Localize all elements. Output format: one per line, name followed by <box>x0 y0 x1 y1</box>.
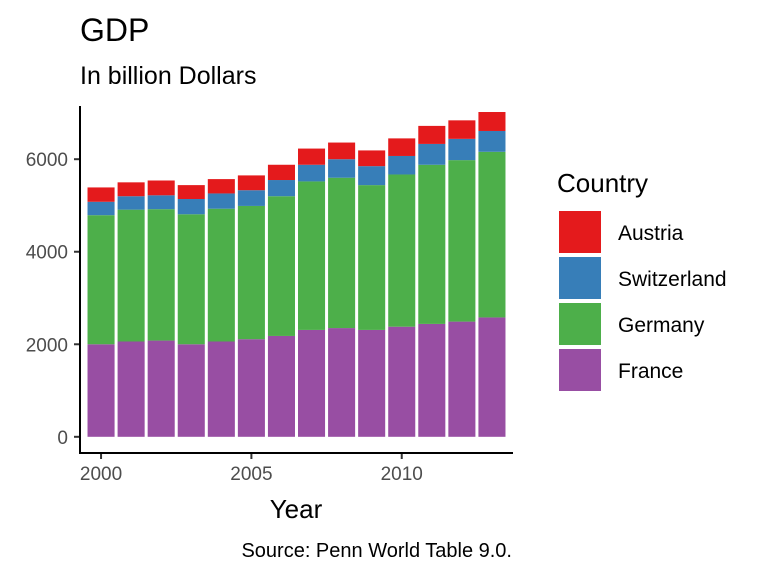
legend-label-switzerland: Switzerland <box>618 268 727 291</box>
x-axis-label: Year <box>270 494 323 524</box>
chart-caption: Source: Penn World Table 9.0. <box>241 540 512 562</box>
x-tick-label: 2000 <box>80 464 122 485</box>
bar-switzerland-2005 <box>237 190 265 206</box>
bar-germany-2013 <box>478 151 506 318</box>
bar-austria-2004 <box>207 179 235 194</box>
bar-austria-2011 <box>418 125 446 144</box>
bar-area <box>87 112 506 437</box>
legend-key-switzerland <box>559 257 601 299</box>
bar-france-2009 <box>358 329 386 437</box>
bar-germany-2010 <box>388 174 416 327</box>
legend-key-germany <box>559 303 601 345</box>
legend-key-austria <box>559 211 601 253</box>
bar-germany-2000 <box>87 215 115 345</box>
y-tick-label: 2000 <box>26 335 68 356</box>
bar-switzerland-2004 <box>207 193 235 209</box>
bar-austria-2006 <box>267 164 295 181</box>
bar-france-2005 <box>237 339 265 437</box>
bar-france-2013 <box>478 317 506 437</box>
bar-austria-2000 <box>87 187 115 202</box>
bar-austria-2002 <box>147 180 175 196</box>
bar-austria-2007 <box>298 148 326 165</box>
bar-austria-2010 <box>388 138 416 156</box>
bar-switzerland-2013 <box>478 130 506 152</box>
bar-germany-2009 <box>358 185 386 330</box>
chart-subtitle: In billion Dollars <box>80 62 256 90</box>
bar-germany-2002 <box>147 209 175 341</box>
bar-switzerland-2007 <box>298 164 326 182</box>
y-axis-ticks: 0 2000 4000 6000 <box>26 150 80 449</box>
bar-austria-2013 <box>478 112 506 131</box>
bar-germany-2011 <box>418 164 446 324</box>
bar-austria-2005 <box>237 175 265 191</box>
bar-austria-2012 <box>448 120 476 139</box>
bar-france-2007 <box>298 329 326 437</box>
bar-austria-2003 <box>177 185 205 199</box>
bar-france-2010 <box>388 326 416 437</box>
bar-france-2012 <box>448 321 476 437</box>
bar-france-2003 <box>177 344 205 437</box>
bar-switzerland-2006 <box>267 180 295 197</box>
bar-germany-2008 <box>328 177 356 329</box>
bar-france-2011 <box>418 323 446 437</box>
bar-france-2000 <box>87 344 115 437</box>
bar-switzerland-2012 <box>448 138 476 161</box>
bar-austria-2009 <box>358 150 386 167</box>
bar-france-2006 <box>267 335 295 437</box>
bar-switzerland-2010 <box>388 155 416 175</box>
bar-germany-2001 <box>117 209 145 342</box>
x-tick-label: 2005 <box>230 464 272 485</box>
legend-label-france: France <box>618 360 683 383</box>
bar-germany-2004 <box>207 208 235 342</box>
legend-label-germany: Germany <box>618 314 705 337</box>
bar-germany-2012 <box>448 160 476 322</box>
bar-france-2001 <box>117 341 145 437</box>
bar-switzerland-2002 <box>147 195 175 210</box>
bar-switzerland-2001 <box>117 196 145 210</box>
bar-france-2002 <box>147 340 175 437</box>
legend-key-france <box>559 349 601 391</box>
y-tick-label: 0 <box>57 428 68 449</box>
bar-austria-2001 <box>117 182 145 197</box>
x-axis-ticks: 2000 2005 2010 <box>80 453 423 485</box>
chart-title: GDP <box>80 12 149 48</box>
legend: Country Austria Switzerland Germany France <box>557 168 727 391</box>
bar-germany-2005 <box>237 205 265 340</box>
bar-germany-2007 <box>298 181 326 330</box>
bar-germany-2006 <box>267 196 295 336</box>
y-tick-label: 6000 <box>26 150 68 171</box>
bar-germany-2003 <box>177 214 205 345</box>
bar-switzerland-2009 <box>358 166 386 186</box>
y-tick-label: 4000 <box>26 243 68 264</box>
bar-france-2004 <box>207 341 235 437</box>
x-tick-label: 2010 <box>381 464 423 485</box>
bar-france-2008 <box>328 328 356 437</box>
bar-switzerland-2008 <box>328 159 356 178</box>
bar-austria-2008 <box>328 142 356 160</box>
bar-switzerland-2003 <box>177 199 205 215</box>
bar-switzerland-2000 <box>87 201 115 216</box>
legend-label-austria: Austria <box>618 222 684 245</box>
bar-switzerland-2011 <box>418 143 446 165</box>
legend-title: Country <box>557 168 648 198</box>
